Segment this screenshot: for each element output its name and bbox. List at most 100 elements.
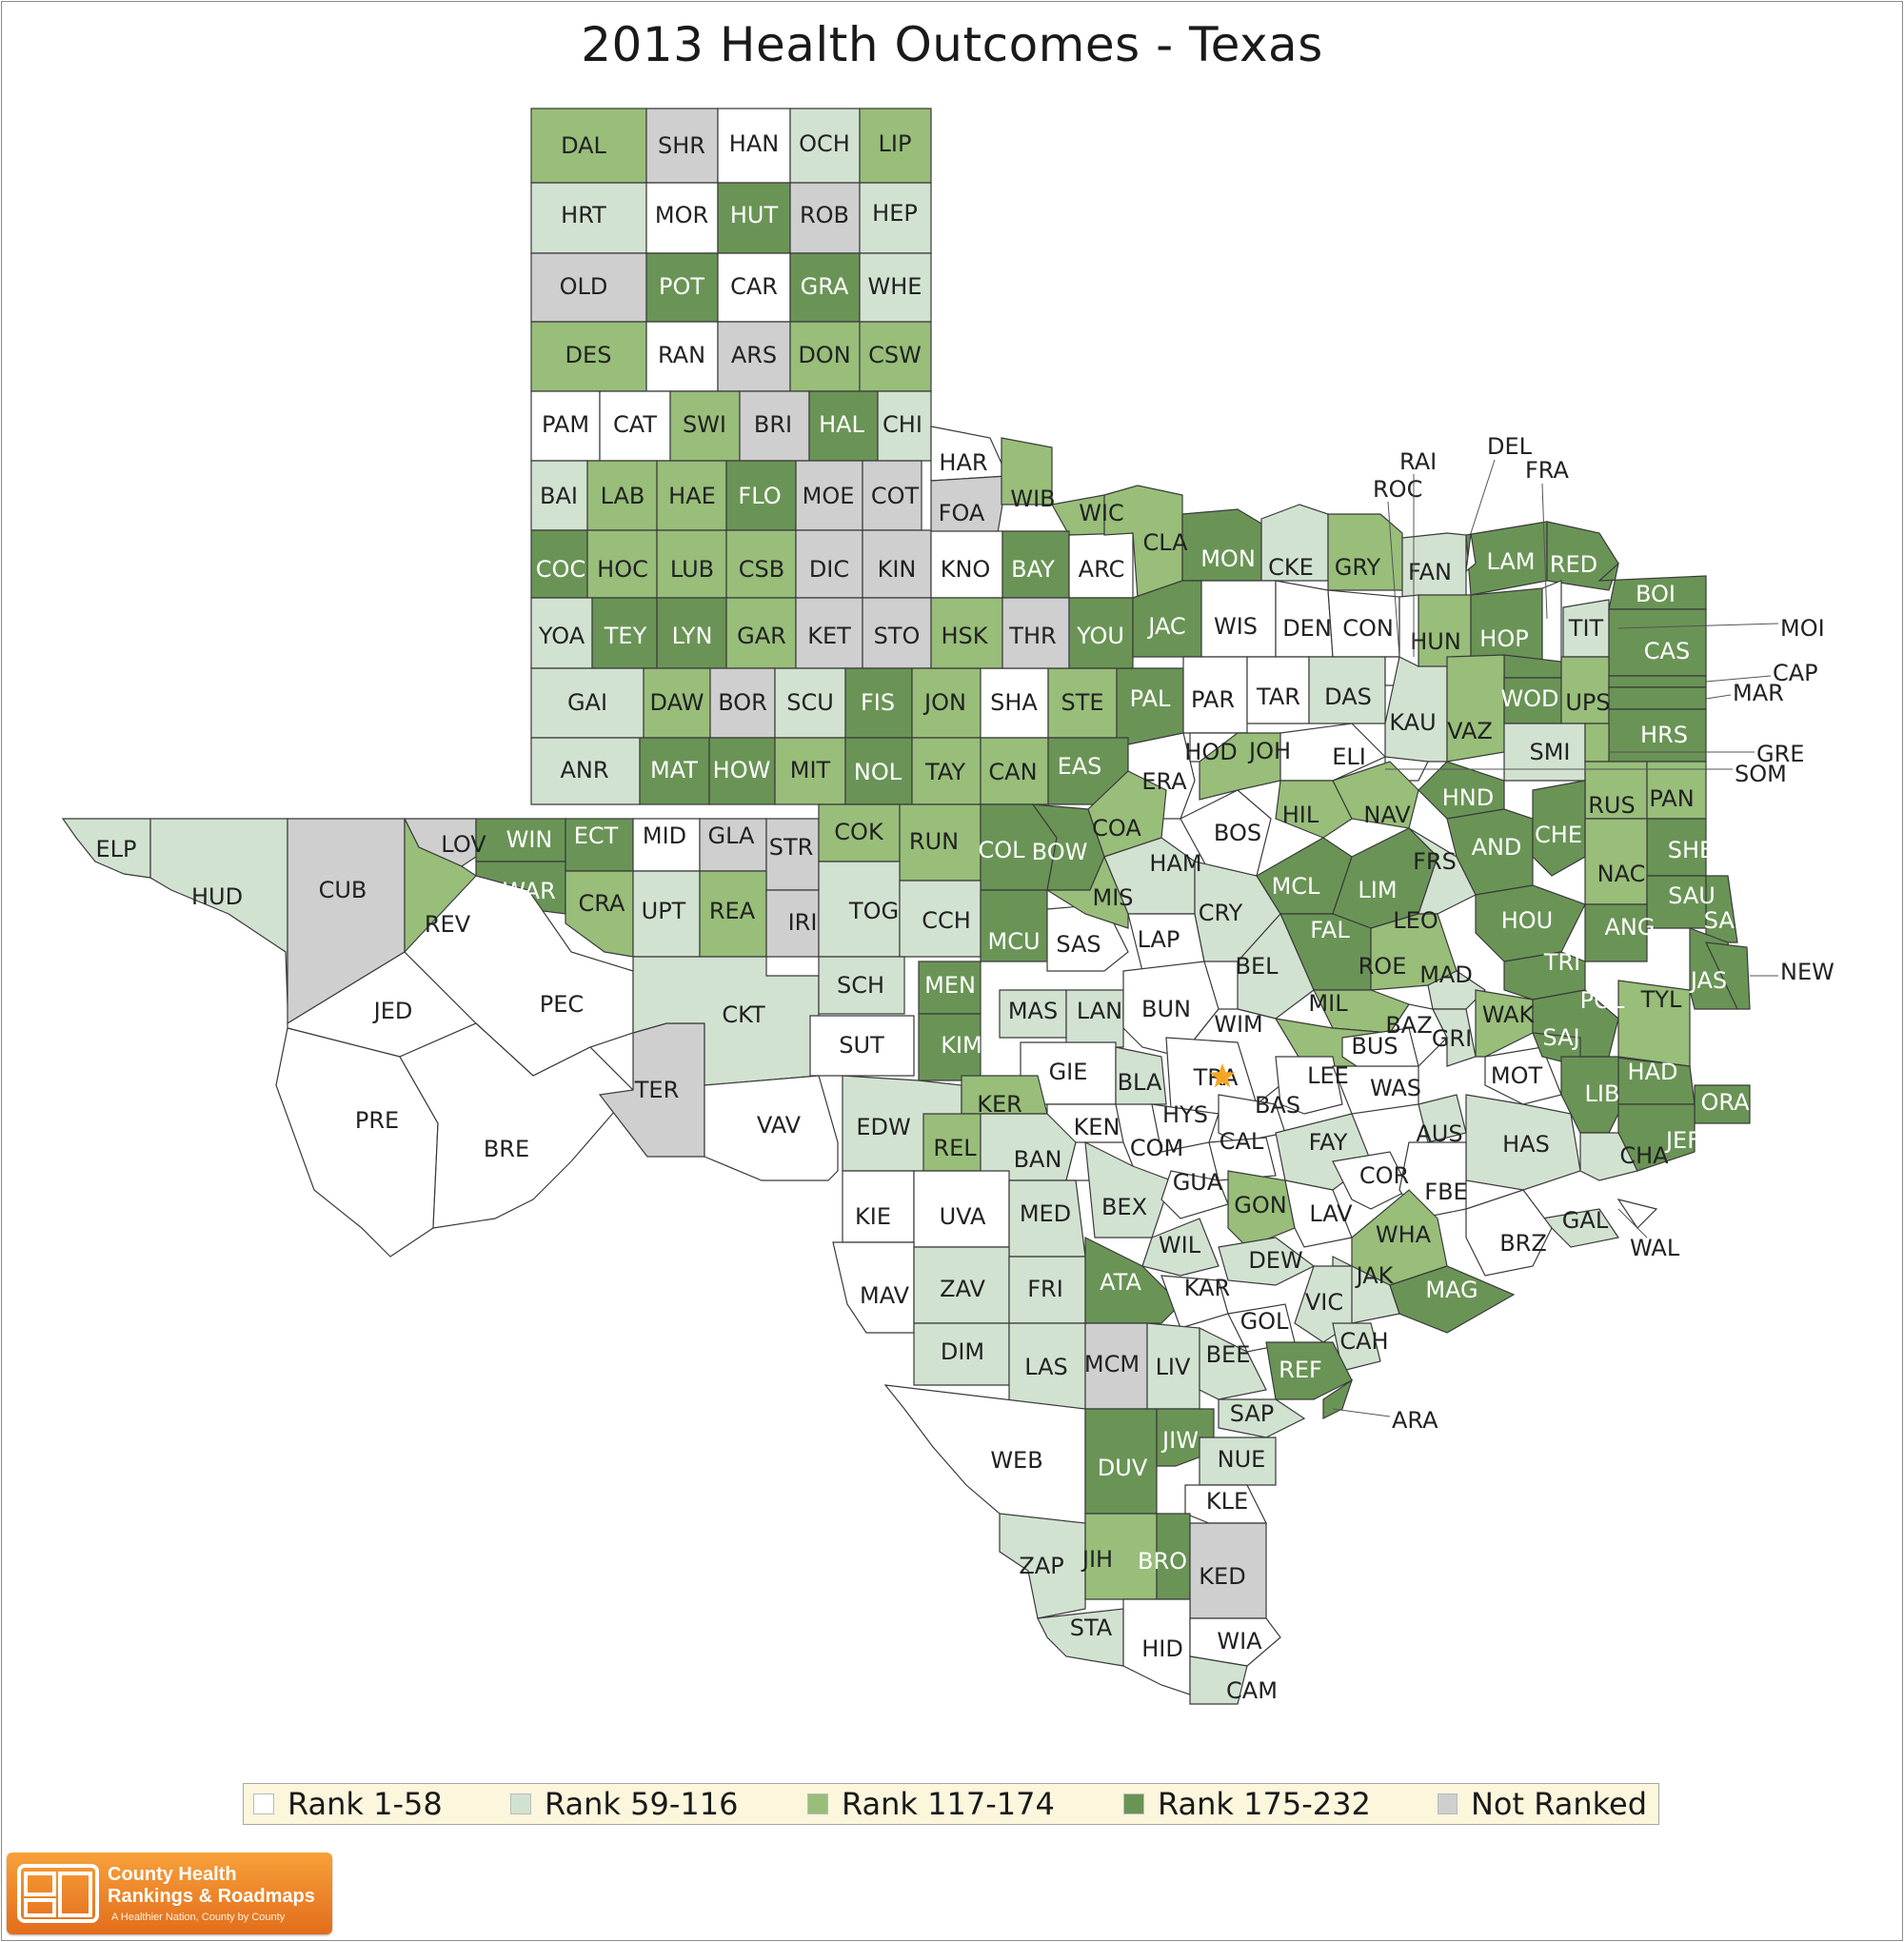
county-label-mot: MOT [1491, 1062, 1543, 1089]
county-gon[interactable] [1227, 1170, 1296, 1248]
county-cam[interactable] [1189, 1655, 1248, 1705]
county-hud[interactable] [149, 818, 288, 1005]
county-nav[interactable] [1332, 761, 1419, 829]
county-sta[interactable] [1037, 1608, 1124, 1667]
county-label-gai: GAI [567, 689, 607, 716]
county-sap[interactable] [1218, 1398, 1306, 1438]
county-label-mag: MAG [1425, 1277, 1478, 1303]
legend-label: Rank 1-58 [288, 1786, 443, 1822]
county-ang[interactable] [1584, 903, 1648, 962]
county-fra[interactable] [1541, 580, 1562, 667]
county-label-kie: KIE [855, 1203, 891, 1230]
county-label-hod: HOD [1184, 739, 1237, 765]
county-dew[interactable] [1218, 1237, 1316, 1286]
county-sut[interactable] [809, 1015, 915, 1077]
county-hnd[interactable] [1418, 761, 1505, 820]
county-label-daw: DAW [650, 689, 704, 716]
county-bel[interactable] [1237, 912, 1315, 1020]
county-nue[interactable] [1199, 1437, 1277, 1486]
county-label-mar: MAR [1733, 680, 1784, 706]
county-cha[interactable] [1579, 1132, 1638, 1181]
county-brz[interactable] [1465, 1189, 1553, 1277]
county-bre[interactable] [399, 1022, 634, 1229]
county-label-chi: CHI [883, 411, 922, 438]
county-label-wod: WOD [1500, 685, 1558, 712]
county-bee[interactable] [1199, 1327, 1267, 1400]
county-label-mav: MAV [860, 1282, 910, 1309]
county-gal[interactable] [1540, 1208, 1619, 1248]
legend-swatch [1438, 1793, 1458, 1814]
county-label-gal: GAL [1562, 1207, 1609, 1234]
county-label-con: CON [1342, 615, 1394, 642]
county-label-pot: POT [659, 273, 704, 300]
county-eli[interactable] [1279, 723, 1387, 782]
county-label-roc: ROC [1373, 476, 1422, 503]
county-cor[interactable] [1332, 1151, 1410, 1210]
county-mot[interactable] [1484, 1046, 1562, 1105]
county-vaz[interactable] [1446, 654, 1505, 763]
county-label-ker: KER [977, 1091, 1022, 1118]
county-bos[interactable] [1180, 789, 1272, 877]
county-new[interactable] [1704, 941, 1751, 1010]
county-wal[interactable] [1616, 1199, 1658, 1229]
county-cra[interactable] [565, 870, 634, 958]
county-che[interactable] [1532, 780, 1586, 877]
county-you[interactable] [1068, 597, 1134, 669]
county-label-had: HAD [1628, 1059, 1678, 1085]
county-label-vav: VAV [757, 1112, 802, 1139]
county-lib[interactable] [1560, 1056, 1619, 1134]
county-label-bre: BRE [484, 1136, 529, 1162]
county-mag[interactable] [1389, 1265, 1516, 1334]
county-label-fra: FRA [1525, 457, 1570, 484]
county-lan[interactable] [1065, 989, 1124, 1048]
county-label-tit: TIT [1568, 615, 1604, 642]
county-label-eli: ELI [1332, 743, 1366, 770]
legend-swatch [807, 1793, 828, 1814]
county-lee[interactable] [1275, 1056, 1343, 1115]
county-label-scu: SCU [786, 689, 834, 716]
county-label-lap: LAP [1138, 926, 1180, 953]
county-fan[interactable] [1401, 532, 1467, 598]
county-label-upt: UPT [642, 898, 686, 924]
county-label-iri: IRI [788, 909, 818, 936]
county-bla[interactable] [1115, 1046, 1167, 1105]
county-gri[interactable] [1432, 1008, 1477, 1067]
county-cap[interactable] [1608, 675, 1707, 688]
county-coa[interactable] [1087, 770, 1167, 858]
county-health-rankings-logo[interactable]: County Health Rankings & Roadmaps A Heal… [7, 1853, 332, 1934]
county-label-foa: FOA [939, 500, 985, 526]
county-mar[interactable] [1608, 686, 1707, 710]
county-label-mor: MOR [655, 202, 708, 228]
county-ata[interactable] [1084, 1237, 1181, 1324]
county-label-dal: DAL [561, 132, 606, 159]
county-lav[interactable] [1284, 1179, 1353, 1248]
county-label-rob: ROB [800, 202, 849, 228]
county-hid[interactable] [1122, 1598, 1191, 1695]
county-hil[interactable] [1275, 780, 1353, 839]
county-label-how: HOW [713, 757, 771, 783]
county-wak[interactable] [1475, 989, 1534, 1058]
county-label-tri: TRI [1543, 949, 1580, 976]
county-cal[interactable] [1208, 1137, 1277, 1181]
county-label-cry: CRY [1199, 900, 1243, 926]
county-wil[interactable] [1141, 1218, 1220, 1277]
county-ara[interactable] [1322, 1378, 1354, 1419]
county-ref[interactable] [1265, 1341, 1353, 1400]
county-gua[interactable] [1160, 1170, 1229, 1219]
county-label-nav: NAV [1363, 802, 1411, 828]
roadmap-logo-icon [17, 1864, 99, 1923]
county-bex[interactable] [1084, 1140, 1172, 1239]
county-label-ora: ORA [1700, 1089, 1750, 1116]
county-label-jas: JAS [1689, 967, 1727, 994]
county-sch[interactable] [818, 956, 905, 1015]
county-mav[interactable] [832, 1241, 915, 1334]
county-gre[interactable] [1584, 723, 1610, 763]
county-label-leo: LEO [1393, 907, 1438, 934]
county-wia[interactable] [1189, 1617, 1281, 1667]
county-del[interactable] [1465, 532, 1477, 573]
county-web[interactable] [883, 1384, 1086, 1534]
county-sab[interactable] [1705, 875, 1738, 943]
county-label-mit: MIT [790, 757, 831, 783]
county-vav[interactable] [704, 1075, 839, 1181]
county-label-kle: KLE [1206, 1488, 1248, 1515]
